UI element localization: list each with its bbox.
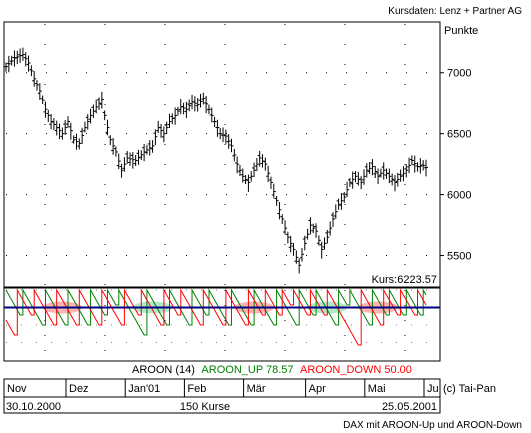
y-axis-title: Punkte [444,25,478,37]
bars-count-label: 150 Kurse [180,401,230,413]
month-label: Ju [427,383,439,395]
aroon-series [4,288,440,346]
aroon-down-line [5,288,427,346]
y-tick-label: 6500 [447,129,471,141]
indicator-legend: AROON (14) AROON_UP 78.57 AROON_DOWN 50.… [132,364,412,376]
month-label: Nov [7,383,27,395]
aroon-down-legend: AROON_DOWN 50.00 [300,364,412,376]
y-tick-label: 6000 [447,190,471,202]
grid-layer [6,24,438,360]
start-date-label: 30.10.2000 [6,401,61,413]
y-tick-label: 5500 [447,251,471,263]
price-panel-frame [3,21,441,288]
date-axis-frame [3,378,441,414]
footer-caption: DAX mit AROON-Up und AROON-Down [343,420,522,431]
month-label: Feb [187,383,206,395]
month-label: Mai [368,383,386,395]
last-value-label: Kurs:6223.57 [372,274,437,286]
month-label: Jan'01 [128,383,160,395]
source-label: Kursdaten: Lenz + Partner AG [388,6,522,17]
end-date-label: 25.05.2001 [382,401,437,413]
indicator-panel-frame [3,287,441,362]
month-label: Apr [309,383,326,395]
last-value-bg [355,270,439,286]
y-tick-label: 7000 [447,68,471,80]
y-axis-ticks: 5500 6000 6500 7000 [440,68,471,263]
month-axis: Nov Dez Jan'01 Feb Mär Apr Mai Ju [7,379,439,397]
month-label: Dez [69,383,89,395]
aroon-up-legend: AROON_UP 78.57 [201,364,293,376]
copyright-label: (c) Tai-Pan [443,383,496,395]
price-series [4,47,428,274]
month-label: Mär [247,383,266,395]
indicator-title: AROON (14) [132,364,195,376]
